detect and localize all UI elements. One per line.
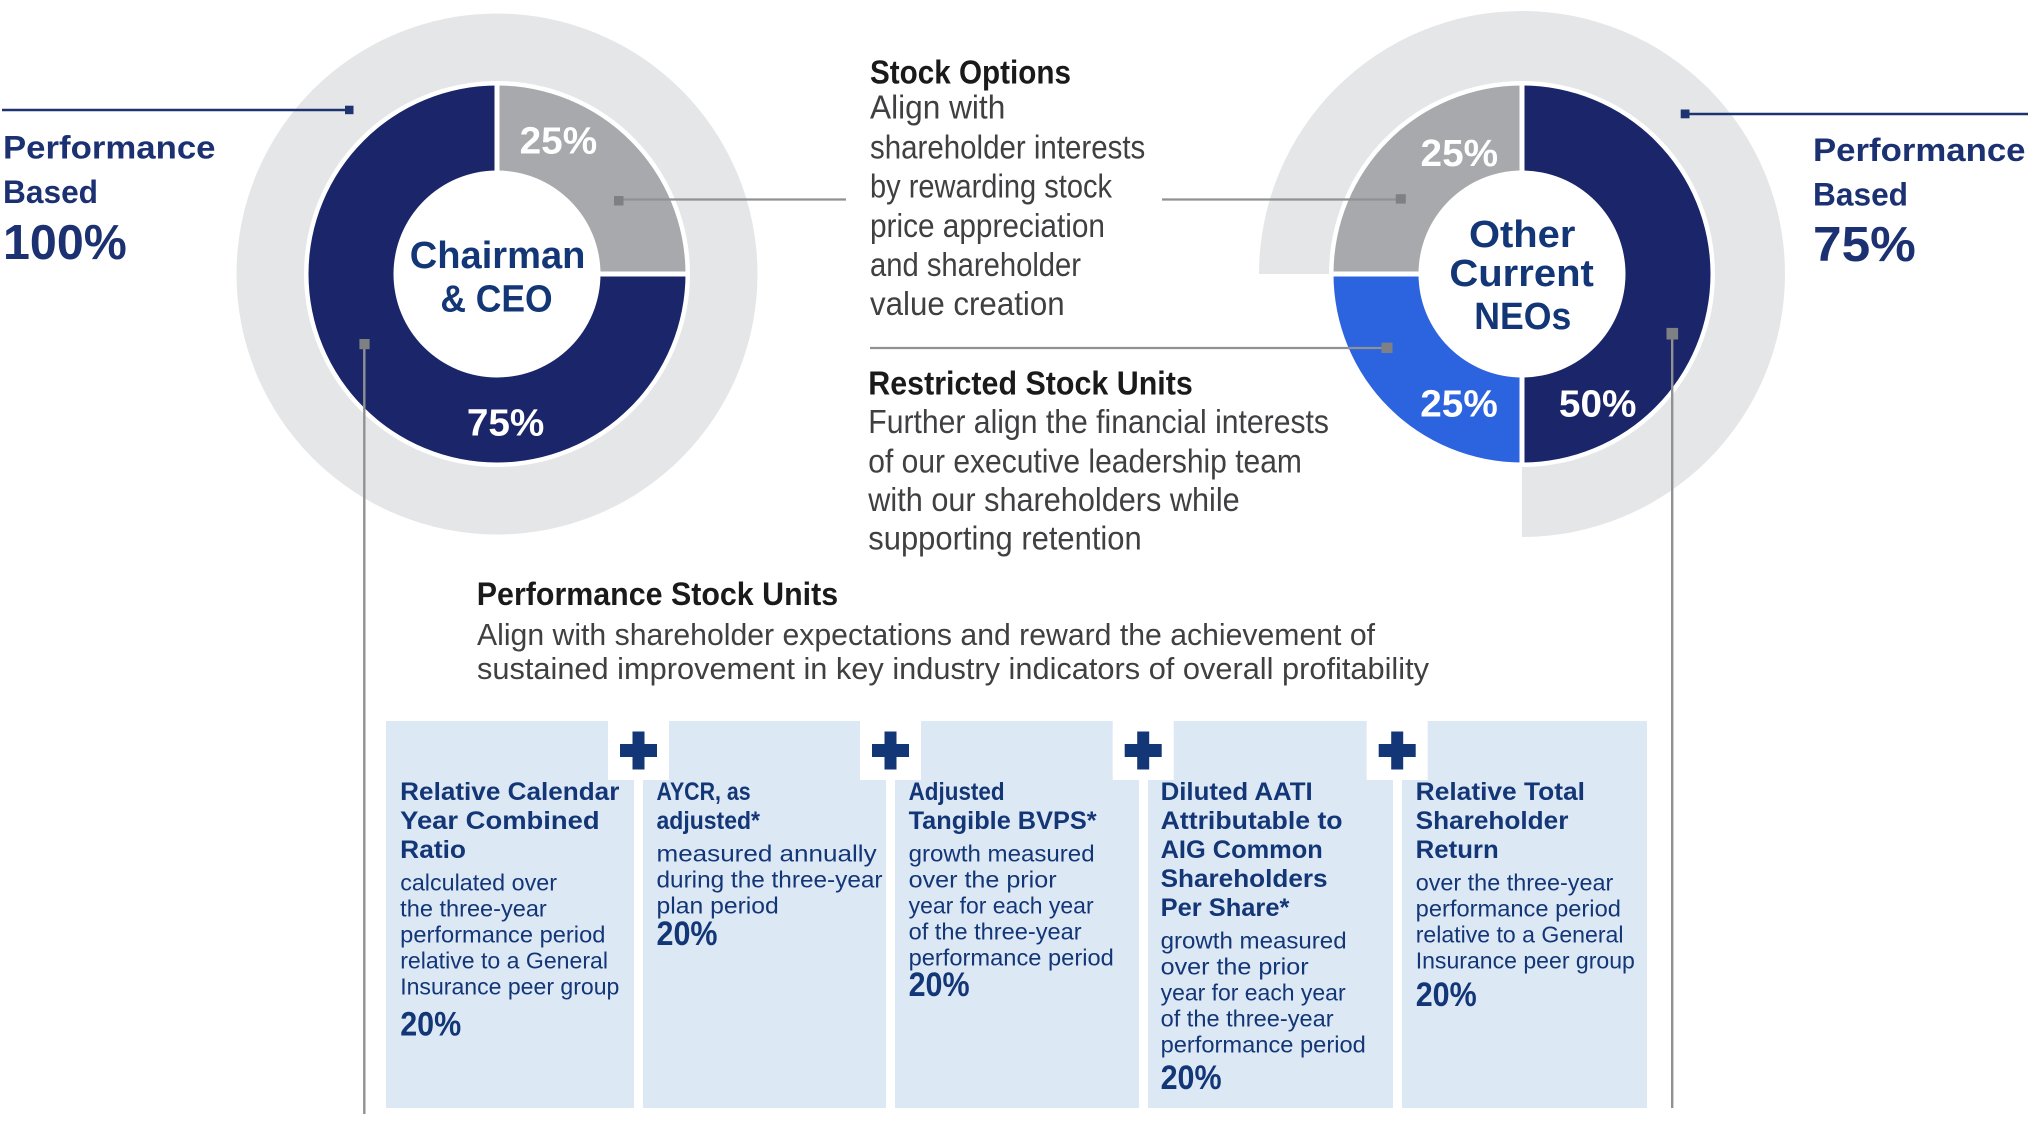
svg-text:sustained improvement in key i: sustained improvement in key industry in… <box>477 651 1429 686</box>
svg-text:year for each year: year for each year <box>909 893 1094 919</box>
svg-text:of our executive leadership te: of our executive leadership team <box>868 442 1302 479</box>
svg-text:calculated over: calculated over <box>400 870 557 896</box>
svg-text:adjusted*: adjusted* <box>657 807 761 835</box>
svg-text:relative to a General: relative to a General <box>400 948 608 974</box>
svg-text:Year Combined: Year Combined <box>400 807 599 835</box>
svg-text:Stock Options: Stock Options <box>870 54 1071 91</box>
svg-text:Relative Total: Relative Total <box>1416 778 1585 806</box>
svg-text:price appreciation: price appreciation <box>870 207 1105 244</box>
svg-text:Performance Stock Units: Performance Stock Units <box>477 576 838 612</box>
svg-text:during the three-year: during the three-year <box>657 867 883 893</box>
svg-text:performance period: performance period <box>1416 896 1621 922</box>
svg-text:Align with shareholder expecta: Align with shareholder expectations and … <box>477 617 1375 652</box>
svg-text:Tangible BVPS*: Tangible BVPS* <box>909 807 1097 835</box>
svg-text:and shareholder: and shareholder <box>870 246 1081 283</box>
svg-text:of the three-year: of the three-year <box>909 919 1082 945</box>
svg-text:Diluted AATI: Diluted AATI <box>1161 778 1313 806</box>
svg-text:Performance: Performance <box>3 129 216 165</box>
svg-text:Align with: Align with <box>870 88 1005 125</box>
svg-text:20%: 20% <box>909 966 970 1004</box>
svg-text:Adjusted: Adjusted <box>909 778 1005 806</box>
svg-text:Restricted Stock Units: Restricted Stock Units <box>868 365 1193 402</box>
svg-text:over the prior: over the prior <box>1161 954 1309 980</box>
svg-text:Shareholders: Shareholders <box>1161 865 1328 893</box>
svg-text:20%: 20% <box>400 1006 461 1044</box>
svg-text:Current: Current <box>1449 253 1594 295</box>
svg-text:performance period: performance period <box>400 922 605 948</box>
svg-text:growth measured: growth measured <box>909 841 1095 867</box>
svg-text:relative to a General: relative to a General <box>1416 922 1624 948</box>
svg-text:Chairman: Chairman <box>410 235 586 277</box>
svg-text:Insurance peer group: Insurance peer group <box>1416 948 1635 974</box>
svg-text:AYCR, as: AYCR, as <box>657 778 751 806</box>
svg-text:with our shareholders while: with our shareholders while <box>867 481 1239 518</box>
svg-text:Return: Return <box>1416 836 1499 864</box>
svg-text:20%: 20% <box>1416 976 1477 1014</box>
svg-text:plan period: plan period <box>657 893 779 919</box>
svg-text:100%: 100% <box>3 216 127 270</box>
svg-text:Per Share*: Per Share* <box>1161 894 1290 922</box>
svg-text:measured annually: measured annually <box>657 841 877 867</box>
svg-text:AIG Common: AIG Common <box>1161 836 1323 864</box>
svg-text:Further align the financial in: Further align the financial interests <box>868 403 1329 440</box>
svg-text:25%: 25% <box>1420 383 1498 425</box>
svg-text:75%: 75% <box>1813 218 1916 272</box>
svg-text:growth measured: growth measured <box>1161 928 1347 954</box>
svg-text:25%: 25% <box>520 121 598 163</box>
svg-text:year for each year: year for each year <box>1161 980 1346 1006</box>
svg-text:performance period: performance period <box>1161 1032 1366 1058</box>
svg-text:Ratio: Ratio <box>400 836 466 864</box>
svg-text:Attributable to: Attributable to <box>1161 807 1343 835</box>
svg-text:75%: 75% <box>467 403 545 445</box>
svg-text:supporting retention: supporting retention <box>868 520 1141 557</box>
svg-text:20%: 20% <box>1161 1059 1222 1097</box>
svg-text:Based: Based <box>3 174 98 210</box>
svg-text:20%: 20% <box>657 915 718 953</box>
svg-text:25%: 25% <box>1421 133 1499 175</box>
svg-text:50%: 50% <box>1559 383 1637 425</box>
svg-text:the three-year: the three-year <box>400 896 547 922</box>
svg-text:Insurance peer group: Insurance peer group <box>400 974 619 1000</box>
svg-text:by rewarding stock: by rewarding stock <box>870 168 1112 205</box>
svg-text:Shareholder: Shareholder <box>1416 807 1569 835</box>
svg-text:over the prior: over the prior <box>909 867 1057 893</box>
svg-text:value creation: value creation <box>870 285 1065 322</box>
svg-text:NEOs: NEOs <box>1474 296 1571 338</box>
svg-text:shareholder interests: shareholder interests <box>870 129 1145 166</box>
svg-text:of the three-year: of the three-year <box>1161 1006 1334 1032</box>
svg-text:& CEO: & CEO <box>440 279 552 321</box>
svg-text:Performance: Performance <box>1813 132 2026 168</box>
svg-text:over the three-year: over the three-year <box>1416 870 1614 896</box>
svg-text:Relative Calendar: Relative Calendar <box>400 778 619 806</box>
svg-text:Other: Other <box>1469 214 1576 256</box>
svg-text:Based: Based <box>1813 177 1908 213</box>
svg-text:performance period: performance period <box>909 945 1114 971</box>
